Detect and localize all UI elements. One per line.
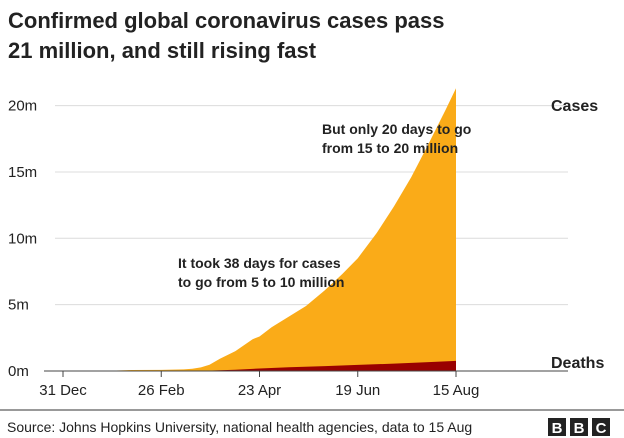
area-deaths: [63, 360, 456, 371]
annotation-5-to-10: It took 38 days for cases: [178, 255, 341, 271]
area-cases: [63, 88, 456, 372]
x-tick-label: 23 Apr: [238, 382, 281, 399]
series-label-cases: Cases: [551, 98, 598, 115]
x-tick-label: 31 Dec: [39, 382, 87, 399]
x-tick-label: 19 Jun: [335, 382, 380, 399]
bbc-logo: B B C: [548, 418, 610, 437]
series-label-deaths: Deaths: [551, 355, 604, 372]
annotation-15-to-20: But only 20 days to go: [322, 121, 471, 137]
chart-title-line2: 21 million, and still rising fast: [8, 38, 317, 63]
svg-text:C: C: [596, 420, 607, 437]
y-tick-label: 10m: [8, 230, 37, 247]
y-tick-label: 5m: [8, 297, 29, 314]
source-text: Source: Johns Hopkins University, nation…: [7, 419, 472, 435]
y-tick-label: 15m: [8, 164, 37, 181]
annotation-15-to-20-line2: from 15 to 20 million: [322, 140, 458, 156]
y-tick-label: 20m: [8, 98, 37, 115]
x-tick-label: 15 Aug: [433, 382, 480, 399]
axes: 0m 5m 10m 15m 20m 31 Dec 26 Feb 23 Apr 19 Jun 15 …: [8, 98, 568, 399]
svg-text:B: B: [552, 420, 563, 437]
chart-title: Confirmed global coronavirus cases pass: [8, 8, 444, 33]
svg-text:B: B: [574, 420, 585, 437]
plot-area: [63, 88, 456, 372]
y-tick-label: 0m: [8, 363, 29, 380]
x-tick-label: 26 Feb: [138, 382, 185, 399]
annotation-5-to-10-line2: to go from 5 to 10 million: [178, 274, 344, 290]
